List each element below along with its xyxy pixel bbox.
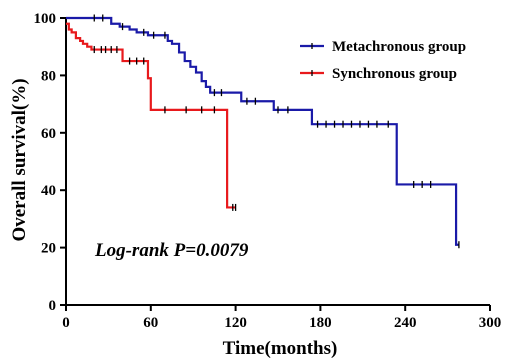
log-rank-annotation: Log-rank P=0.0079 [94,240,249,261]
series-line-synchronous [66,22,236,209]
x-tick-label: 300 [479,315,502,331]
x-tick-label: 60 [143,315,158,331]
y-tick-label: 0 [49,298,57,314]
series-line-metachronous [66,16,459,246]
x-axis-title: Time(months) [223,338,338,358]
x-tick-label: 120 [224,315,247,331]
y-tick-label: 80 [41,68,56,84]
series-layer [66,14,460,249]
legend-label-synchronous: Synchronous group [332,66,457,82]
y-axis-title: Overall survival(%) [9,78,30,241]
legend: Metachronous group Synchronous group [300,39,466,82]
x-tick-label: 180 [309,315,332,331]
legend-label-metachronous: Metachronous group [332,39,466,55]
y-tick-label: 40 [41,183,56,199]
x-tick-label: 0 [62,315,70,331]
x-tick-label: 240 [394,315,417,331]
axes: 0 60 120 180 240 300 0 20 40 60 80 100 [34,11,502,331]
y-tick-label: 100 [34,11,57,27]
y-tick-label: 60 [41,126,56,142]
y-tick-label: 20 [41,241,56,257]
